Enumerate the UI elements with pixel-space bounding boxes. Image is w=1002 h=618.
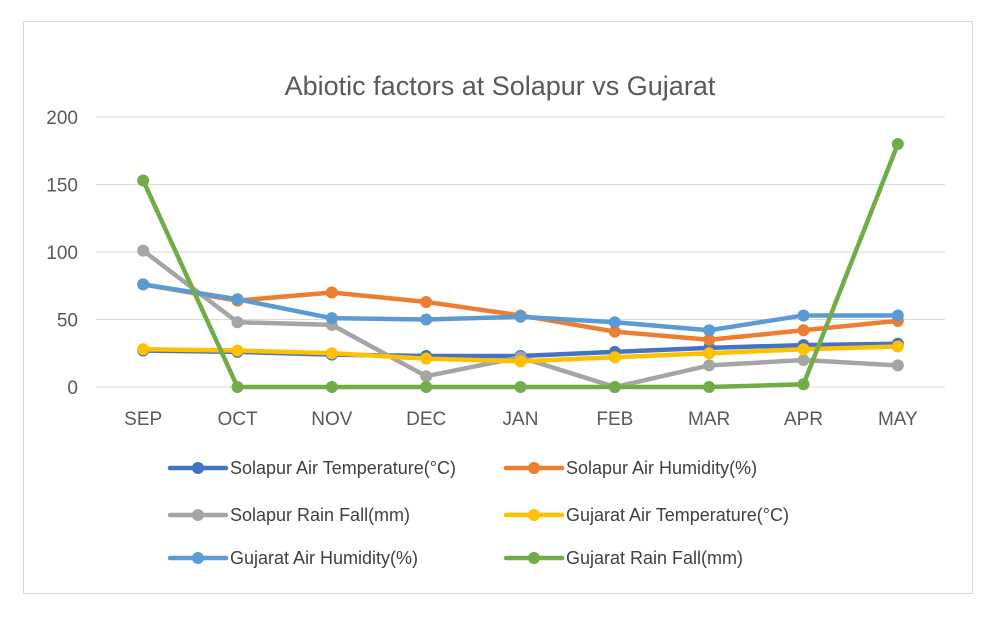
x-tick-label: NOV xyxy=(311,409,353,430)
data-point xyxy=(703,333,716,346)
data-point xyxy=(891,309,904,322)
data-point xyxy=(325,381,338,393)
x-axis-ticks: SEP OCT NOV DEC JAN FEB MAR APR MAY xyxy=(124,409,918,430)
chart-frame: Abiotic factors at Solapur vs Gujarat 0 5… xyxy=(23,21,973,594)
legend-swatch-marker xyxy=(528,462,540,474)
data-point xyxy=(137,244,150,257)
legend-item: Solapur Air Temperature(°C) xyxy=(167,458,456,478)
chart-title: Abiotic factors at Solapur vs Gujarat xyxy=(285,71,716,101)
legend-swatch-marker xyxy=(192,509,204,521)
y-tick-label: 150 xyxy=(46,176,78,197)
legend-label: Solapur Air Humidity(%) xyxy=(566,458,757,478)
legend-item: Gujarat Air Humidity(%) xyxy=(167,548,418,568)
x-tick-label: MAR xyxy=(688,409,730,430)
legend-item: Gujarat Rain Fall(mm) xyxy=(503,548,743,568)
data-point xyxy=(514,355,527,368)
y-axis-ticks: 0 50 100 150 200 xyxy=(46,108,78,399)
data-point xyxy=(703,347,716,360)
x-tick-label: MAY xyxy=(878,409,918,430)
data-point xyxy=(514,310,527,323)
data-point xyxy=(420,295,433,308)
data-point xyxy=(325,347,338,360)
data-point xyxy=(703,324,716,337)
data-point xyxy=(137,278,150,291)
data-point xyxy=(608,316,621,329)
x-tick-label: JAN xyxy=(503,409,539,430)
series-6 xyxy=(137,138,904,393)
legend-label: Gujarat Air Humidity(%) xyxy=(230,548,418,568)
x-tick-label: SEP xyxy=(124,409,162,430)
data-point xyxy=(891,359,904,372)
legend-swatch-marker xyxy=(192,552,204,564)
data-point xyxy=(797,378,810,391)
data-point xyxy=(514,381,527,393)
data-point xyxy=(608,351,621,364)
data-point xyxy=(420,313,433,326)
data-point xyxy=(703,359,716,372)
legend-label: Solapur Air Temperature(°C) xyxy=(230,458,456,478)
legend-item: Solapur Air Humidity(%) xyxy=(503,458,757,478)
data-point xyxy=(231,344,244,357)
data-point xyxy=(137,343,150,356)
legend-label: Gujarat Rain Fall(mm) xyxy=(566,548,743,568)
x-tick-label: OCT xyxy=(217,409,258,430)
legend-swatch-marker xyxy=(528,509,540,521)
data-point xyxy=(325,312,338,325)
x-tick-label: APR xyxy=(784,409,823,430)
data-point xyxy=(891,138,904,150)
data-point xyxy=(608,381,621,393)
data-point xyxy=(608,325,621,338)
data-point xyxy=(137,174,150,187)
x-tick-label: DEC xyxy=(406,409,446,430)
data-point xyxy=(797,343,810,356)
legend-item: Solapur Rain Fall(mm) xyxy=(167,505,410,525)
data-point xyxy=(703,381,716,393)
x-tick-label: FEB xyxy=(596,409,633,430)
line-chart: Abiotic factors at Solapur vs Gujarat 0 5… xyxy=(46,71,945,568)
data-point xyxy=(797,309,810,322)
y-tick-label: 200 xyxy=(46,108,78,129)
y-tick-label: 100 xyxy=(46,243,78,264)
legend-label: Gujarat Air Temperature(°C) xyxy=(566,505,789,525)
legend-swatch-marker xyxy=(192,462,204,474)
data-point xyxy=(797,354,810,366)
data-point xyxy=(420,370,433,383)
data-point xyxy=(231,293,244,306)
series-lines xyxy=(137,138,904,393)
y-tick-label: 50 xyxy=(57,311,78,332)
data-point xyxy=(231,381,244,393)
legend-label: Solapur Rain Fall(mm) xyxy=(230,505,410,525)
series-5 xyxy=(137,278,904,337)
legend-item: Gujarat Air Temperature(°C) xyxy=(503,505,789,525)
data-point xyxy=(231,316,244,329)
y-tick-label: 0 xyxy=(67,378,78,399)
data-point xyxy=(420,381,433,393)
data-point xyxy=(420,352,433,365)
data-point xyxy=(325,286,338,299)
legend: Solapur Air Temperature(°C) Solapur Air H… xyxy=(167,458,789,568)
series-4 xyxy=(137,340,904,368)
legend-swatch-marker xyxy=(528,552,540,564)
data-point xyxy=(797,324,810,337)
data-point xyxy=(891,340,904,353)
